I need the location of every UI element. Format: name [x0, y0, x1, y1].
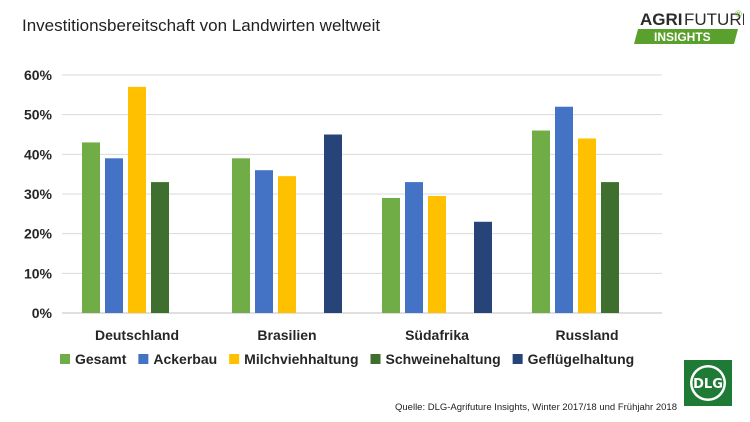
legend-swatch [512, 354, 523, 364]
legend-swatch [370, 354, 381, 364]
bar [128, 86, 146, 314]
legend-label: Milchviehhaltung [244, 351, 358, 367]
y-tick-label: 40% [24, 146, 53, 162]
x-tick-label: Südafrika [405, 327, 469, 343]
bar [105, 158, 123, 313]
bar [151, 182, 169, 313]
bar [428, 195, 446, 313]
bar [601, 182, 619, 313]
bar [578, 138, 596, 313]
x-tick-label: Deutschland [95, 327, 179, 343]
logo-word-insights: INSIGHTS [654, 30, 711, 44]
y-tick-label: 30% [24, 186, 53, 202]
dlg-badge: DLG [684, 360, 732, 406]
bar [82, 142, 100, 313]
registered-mark: ® [734, 10, 743, 20]
badge-label: DLG [693, 377, 723, 392]
badge-inner-circle [692, 367, 724, 399]
x-tick-label: Brasilien [257, 327, 316, 343]
bar [382, 197, 400, 313]
bar [405, 182, 423, 313]
bar [532, 130, 550, 313]
legend-swatch [138, 354, 149, 364]
legend-label: Schweinehaltung [386, 351, 501, 367]
legend-swatch [229, 354, 240, 364]
bar [555, 106, 573, 313]
y-tick-label: 0% [32, 305, 53, 321]
chart-title: Investitionsbereitschaft von Landwirten … [22, 16, 381, 35]
logo-banner [634, 29, 738, 44]
y-tick-label: 10% [24, 265, 53, 281]
source-note: Quelle: DLG-Agrifuture Insights, Winter … [395, 402, 677, 413]
bar [232, 158, 250, 313]
y-tick-label: 60% [24, 67, 53, 83]
agrifuture-insights-logo: AGRI FUTURE ® INSIGHTS [634, 10, 744, 44]
y-tick-label: 50% [24, 107, 53, 123]
legend-label: Gesamt [75, 351, 127, 367]
bar [255, 170, 273, 313]
bar [278, 176, 296, 313]
bar [324, 134, 342, 313]
legend-swatch [60, 354, 70, 364]
bar [474, 221, 492, 313]
logo-word-future: FUTURE [684, 10, 744, 29]
logo-word-agri: AGRI [640, 10, 683, 29]
y-tick-label: 20% [24, 226, 53, 242]
legend-label: Ackerbau [153, 351, 217, 367]
x-tick-label: Russland [555, 327, 618, 343]
legend-label: Geflügelhaltung [528, 351, 635, 367]
